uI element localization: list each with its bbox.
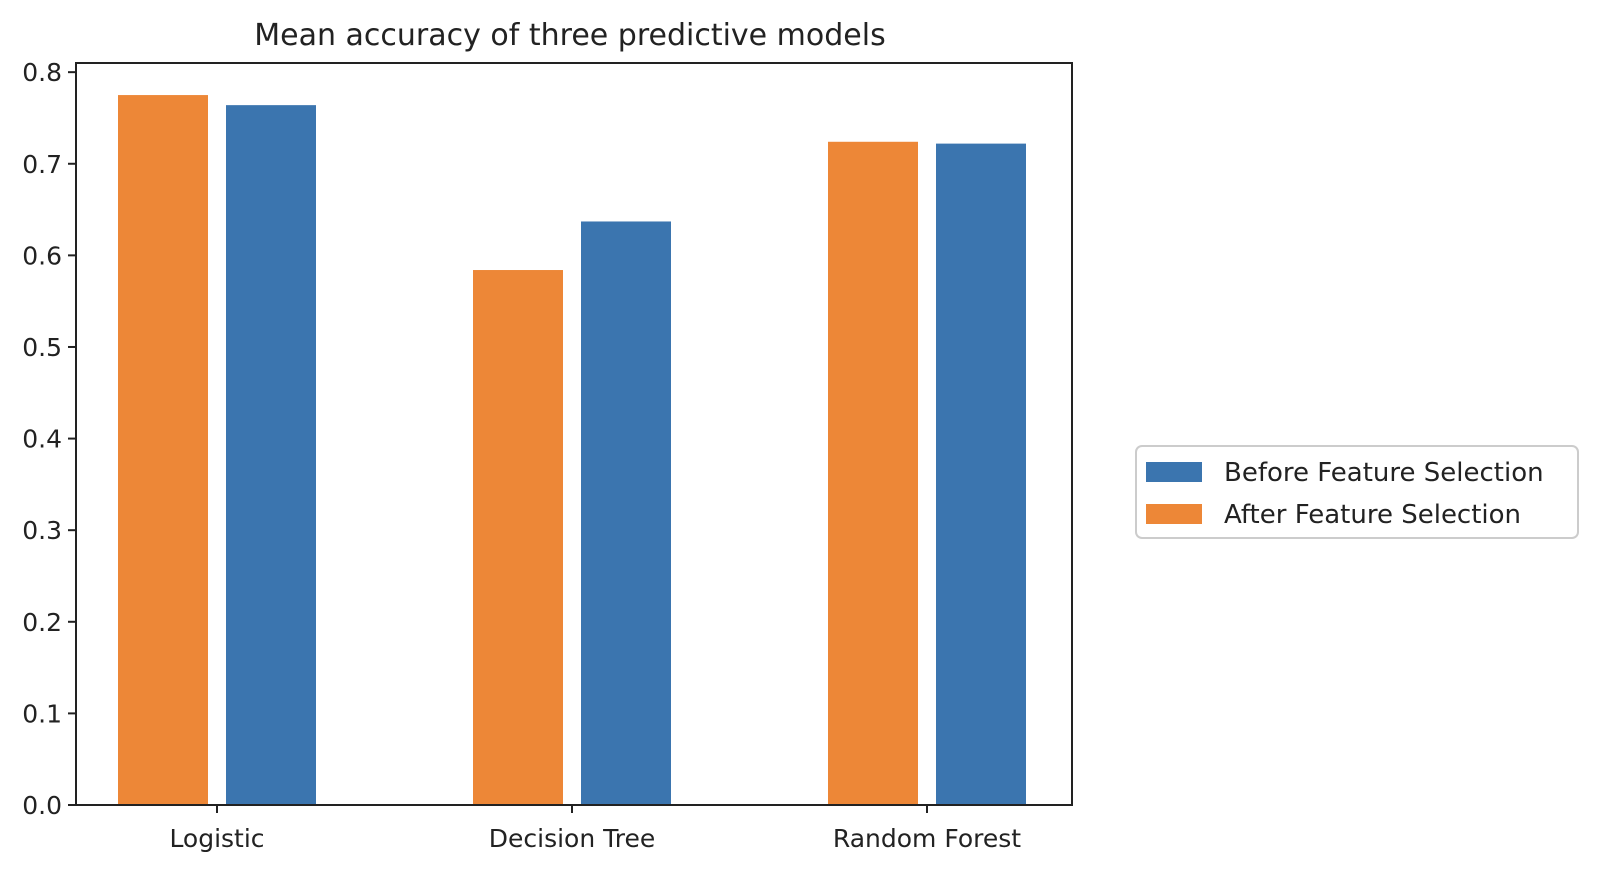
bar-random-forest-before: [936, 143, 1026, 805]
plot-frame: [75, 62, 1073, 806]
bar-random-forest-after: [828, 141, 918, 805]
bar-logistic-before: [226, 105, 316, 805]
y-tick-label: 0.5: [22, 333, 62, 362]
y-tick-label: 0.2: [22, 608, 62, 637]
chart-title: Mean accuracy of three predictive models: [254, 18, 885, 53]
legend-box: [1135, 445, 1579, 539]
y-tick-label: 0.4: [22, 425, 62, 454]
y-tick-label: 0.0: [22, 791, 62, 820]
y-tick-label: 0.6: [22, 241, 62, 270]
x-tick-label: Decision Tree: [489, 824, 655, 853]
x-tick-label: Logistic: [169, 824, 264, 853]
bar-logistic-after: [118, 95, 208, 806]
legend-swatch: [1146, 462, 1202, 482]
bars-layer: [118, 95, 1026, 806]
x-axis: Logistic Decision Tree Random Forest: [169, 805, 1021, 853]
y-tick-label: 0.7: [22, 150, 62, 179]
y-tick-label: 0.8: [22, 58, 62, 87]
y-axis: 0.0 0.1 0.2 0.3 0.4 0.5 0.6 0.7 0.8: [22, 58, 76, 820]
x-tick-label: Random Forest: [833, 824, 1021, 853]
legend-label: Before Feature Selection: [1224, 458, 1544, 488]
y-tick-label: 0.1: [22, 699, 62, 728]
legend-label: After Feature Selection: [1224, 500, 1521, 530]
bar-decision-tree-before: [581, 221, 671, 805]
bar-decision-tree-after: [473, 270, 563, 805]
y-tick-label: 0.3: [22, 516, 62, 545]
legend-swatch: [1146, 504, 1202, 524]
legend: Before Feature Selection After Feature Se…: [1135, 445, 1579, 539]
